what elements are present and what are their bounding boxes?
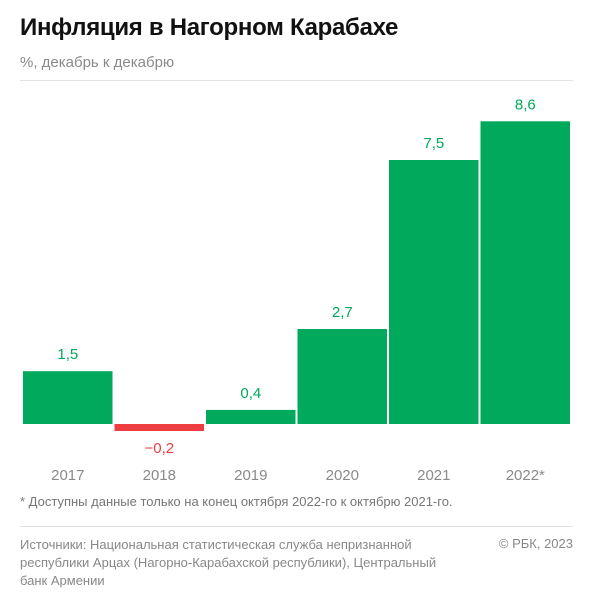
bar-2017 — [23, 371, 113, 424]
value-label-2021: 7,5 — [423, 135, 444, 152]
value-label-2022: 8,6 — [515, 96, 536, 113]
value-label-2020: 2,7 — [332, 304, 353, 321]
tick-label-2021: 2021 — [417, 467, 450, 484]
top-divider — [20, 80, 573, 81]
tick-label-2018: 2018 — [143, 467, 176, 484]
value-label-2018: −0,2 — [144, 440, 174, 457]
bar-2021 — [389, 160, 479, 424]
copyright: © РБК, 2023 — [498, 536, 573, 551]
value-label-2017: 1,5 — [57, 346, 78, 363]
bar-2018 — [114, 424, 204, 431]
page-title: Инфляция в Нагорном Карабахе — [20, 14, 399, 41]
bar-2022 — [480, 121, 570, 425]
tick-label-2017: 2017 — [51, 467, 84, 484]
bar-chart: 1,5 2017 −0,2 2018 0,4 2019 2,7 2020 7,5 2021 8,6 2… — [23, 96, 570, 484]
chart-subtitle: %, декабрь к декабрю — [20, 54, 175, 71]
bar-2020 — [297, 329, 387, 424]
sources-text: Источники: Национальная статистическая с… — [20, 537, 437, 588]
bar-2019 — [206, 409, 296, 424]
footnote: * Доступны данные только на конец октябр… — [20, 494, 453, 509]
tick-label-2022: 2022* — [506, 467, 545, 484]
bottom-divider — [20, 526, 573, 527]
tick-label-2020: 2020 — [326, 467, 359, 484]
tick-label-2019: 2019 — [234, 467, 267, 484]
value-label-2019: 0,4 — [240, 385, 261, 402]
